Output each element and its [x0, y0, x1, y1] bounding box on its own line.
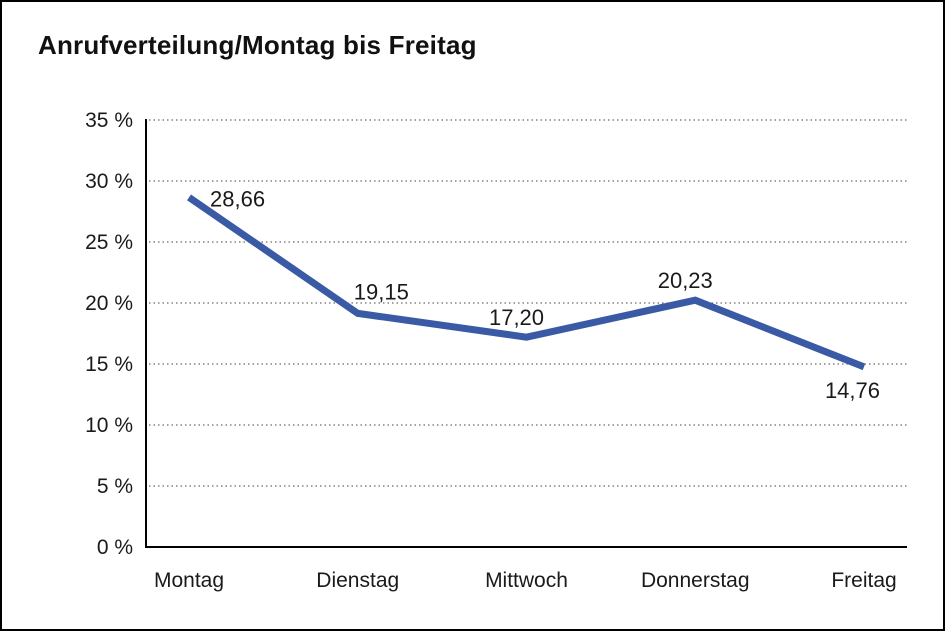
x-category-label: Montag [154, 569, 224, 592]
x-category-label: Donnerstag [641, 569, 750, 592]
y-tick-label: 25 % [85, 231, 133, 254]
y-tick-label: 35 % [85, 109, 133, 132]
data-point-label: 14,76 [825, 378, 880, 403]
data-point-label: 17,20 [489, 305, 544, 330]
data-point-label: 19,15 [354, 279, 409, 304]
y-tick-label: 30 % [85, 170, 133, 193]
chart-title: Anrufverteilung/Montag bis Freitag [38, 30, 477, 60]
y-tick-label: 20 % [85, 292, 133, 315]
data-line [187, 194, 866, 371]
data-point-label: 28,66 [210, 186, 265, 211]
x-category-label: Freitag [831, 569, 896, 592]
y-tick-label: 0 % [97, 536, 133, 559]
x-category-label: Dienstag [316, 569, 399, 592]
y-tick-label: 10 % [85, 414, 133, 437]
y-tick-label: 15 % [85, 353, 133, 376]
x-category-label: Mittwoch [485, 569, 568, 592]
y-tick-label: 5 % [97, 475, 133, 498]
data-point-label: 20,23 [658, 268, 713, 293]
